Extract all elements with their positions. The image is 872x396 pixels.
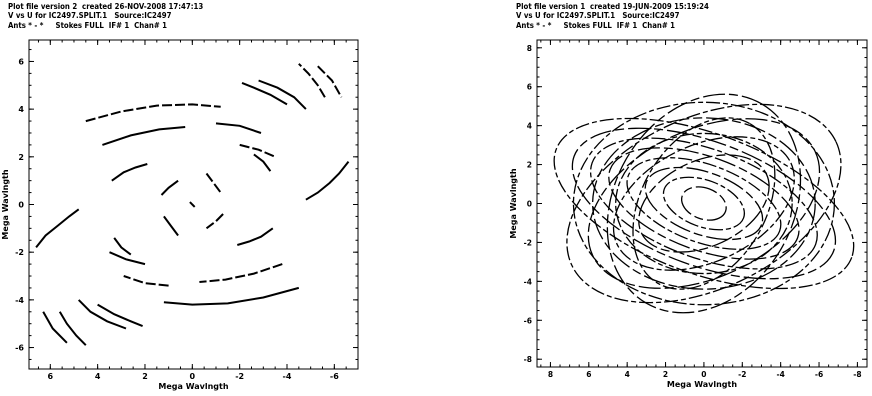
uv-track [572,101,836,306]
header-line-1: Plot file version 2 created 26-NOV-2008 … [8,2,204,11]
uv-track [644,166,764,241]
x-tick-label: -4 [776,370,784,379]
uv-track [205,213,224,230]
y-tick-label: -4 [15,296,24,305]
y-tick-label: 2 [18,153,24,162]
uv-track [215,122,262,134]
x-tick-label: 2 [663,370,668,379]
uv-track [109,251,146,266]
y-axis-title: Mega Wavlngth [509,168,518,238]
header-line-2: V vs U for IC2497.SPLIT.1 Source:IC2497 [8,11,172,21]
uv-track [571,127,837,280]
uv-track [591,117,816,290]
x-tick-label: 4 [625,370,630,379]
uv-track [608,147,800,260]
y-tick-label: 0 [527,200,532,209]
uv-track [606,93,802,314]
uv-track [102,126,186,146]
uv-track [111,163,148,182]
header-line-3: Ants * - * Stokes FULL IF# 1 Chan# 1 [8,20,168,30]
y-tick-label: -4 [524,277,532,286]
uv-track [77,299,127,330]
x-tick-label: 8 [548,370,553,379]
y-tick-label: 0 [18,201,24,210]
x-tick-label: 4 [95,372,101,381]
uv-track [58,311,87,346]
x-tick-label: -4 [283,372,292,381]
uv-track [35,208,80,249]
x-tick-label: 0 [190,372,196,381]
uv-track [253,153,272,172]
y-tick-label: 6 [18,57,24,66]
uv-track [239,143,276,158]
uv-track [160,179,179,196]
header-line-2: V vs U for IC2497.SPLIT.1 Source:IC2497 [516,11,680,21]
uv-track [680,186,727,221]
uv-track [163,215,179,237]
x-tick-label: -6 [330,372,339,381]
uv-track [566,103,842,304]
header-line-3: Ants * - * Stokes FULL IF# 1 Chan# 1 [516,20,676,30]
y-tick-label: 2 [527,161,532,170]
plot-header-right: Plot file version 1 created 19-JUN-2009 … [516,2,709,30]
y-tick-label: 4 [527,122,532,131]
x-tick-label: -6 [815,370,823,379]
uv-track [626,157,782,250]
uv-track [237,227,274,246]
y-tick-label: 6 [527,83,532,92]
x-tick-label: -2 [738,370,746,379]
uv-track [298,63,326,98]
uv-track [305,160,350,201]
plot-header-left: Plot file version 2 created 26-NOV-2008 … [8,2,203,30]
x-tick-label: -2 [235,372,244,381]
y-tick-label: -2 [524,238,532,247]
x-tick-label: 0 [701,370,706,379]
uv-track [85,103,221,123]
uv-track [258,79,307,110]
uv-track [553,117,855,290]
y-tick-label: 4 [18,105,24,114]
y-tick-label: -8 [524,355,532,364]
uv-track [632,117,776,290]
uv-track [97,303,143,328]
y-tick-label: -6 [15,344,24,353]
x-tick-label: 6 [48,372,54,381]
uv-track [113,237,132,256]
x-tick-label: 6 [586,370,591,379]
y-tick-label: 8 [527,44,532,53]
uv-track [199,263,283,283]
x-axis-title: Mega Wavlngth [158,382,228,391]
y-tick-label: -2 [15,248,24,257]
x-tick-label: 2 [142,372,148,381]
uv-track [638,154,770,253]
uv-track [662,176,746,231]
uv-track [42,311,68,344]
uv-track [241,81,288,106]
uv-track [615,132,793,275]
uv-track [163,286,300,306]
x-axis-title: Mega Wavlngth [667,380,737,389]
uv-track [205,172,222,194]
x-tick-label: -8 [853,370,861,379]
y-tick-label: -6 [524,316,532,325]
uv-track [612,136,795,271]
uv-track [189,201,196,208]
uv-track [589,137,818,270]
uv-track [123,275,169,287]
y-axis-title: Mega Wavlngth [1,169,10,239]
uv-track [317,65,343,98]
header-line-1: Plot file version 1 created 19-JUN-2009 … [516,2,709,11]
